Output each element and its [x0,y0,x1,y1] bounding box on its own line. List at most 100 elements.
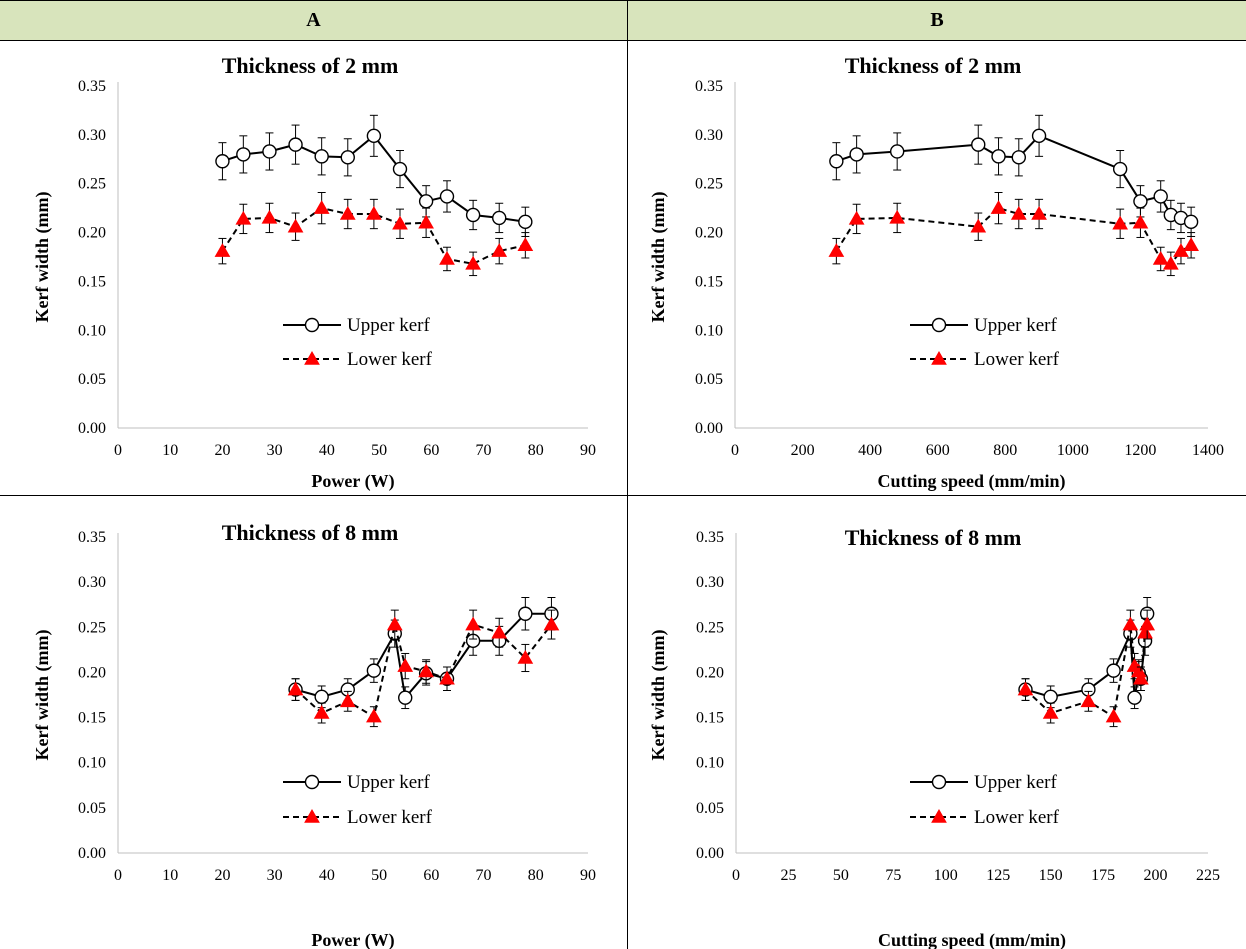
x-axis-title: Power (W) [311,471,394,492]
x-tick-label: 1200 [1124,442,1156,459]
data-point-upper-kerf [1106,663,1121,678]
x-tick-label: 80 [528,442,544,459]
legend-label: Upper kerf [974,315,1057,336]
data-point-lower-kerf [543,616,560,631]
chart-power-8mm: 0.00 0.05 0.10 0.15 0.20 0.25 0.30 0.35 0 10 20 30 4… [32,520,596,949]
data-point-lower-kerf [313,200,330,214]
data-point-lower-kerf [1162,255,1179,270]
data-point-lower-kerf [386,616,403,631]
y-axis-title: Kerf width (mm) [32,630,53,761]
y-tick-label: 0.30 [695,127,723,144]
x-tick-label: 150 [1039,867,1063,884]
x-tick-label: 225 [1196,867,1220,884]
y-tick-label: 0.30 [78,127,106,144]
data-point-lower-kerf [261,209,278,224]
y-tick-label: 0.35 [78,529,106,546]
chart-title: Thickness of 2 mm [222,53,399,78]
data-point-upper-kerf [1183,214,1199,230]
data-point-upper-kerf [418,194,434,209]
data-point-upper-kerf [288,137,303,152]
legend-label: Lower kerf [347,349,433,370]
data-point-lower-kerf [491,243,508,257]
x-tick-label: 100 [934,867,958,884]
y-tick-label: 0.25 [78,619,106,636]
x-tick-label: 75 [885,867,901,884]
legend-marker-circle [931,774,947,790]
y-tick-label: 0.15 [695,273,723,290]
legend-label: Upper kerf [347,315,430,336]
data-point-upper-kerf [366,663,382,678]
table-border-top [0,0,1246,1]
data-point-upper-kerf [1043,689,1058,705]
column-header-a: A [0,0,628,40]
data-point-upper-kerf [849,147,864,162]
y-tick-label: 0.15 [78,273,106,290]
data-point-lower-kerf [1152,250,1169,265]
legend-marker-circle [931,317,947,333]
y-tick-label: 0.10 [78,755,106,772]
data-point-lower-kerf [517,649,534,664]
x-tick-label: 175 [1091,867,1115,884]
data-point-upper-kerf [314,689,329,705]
y-tick-label: 0.15 [78,710,106,727]
data-point-upper-kerf [971,137,986,152]
data-point-lower-kerf [828,243,845,257]
y-tick-label: 0.05 [696,800,724,817]
header-divider [0,40,1246,41]
y-axis-title: Kerf width (mm) [32,192,53,323]
data-point-upper-kerf [1127,690,1142,705]
x-tick-label: 50 [371,867,387,884]
data-point-upper-kerf [236,147,251,162]
data-point-lower-kerf [1017,681,1034,696]
x-tick-label: 800 [993,442,1017,459]
y-tick-label: 0.30 [78,574,106,591]
data-point-lower-kerf [970,218,987,233]
data-point-upper-kerf [991,149,1006,164]
chart-speed-8mm: 0.00 0.05 0.10 0.15 0.20 0.25 0.30 0.35 0 25 50 75 1… [648,525,1220,949]
data-point-lower-kerf [418,214,434,229]
data-point-lower-kerf [889,209,906,224]
y-tick-label: 0.15 [696,710,724,727]
y-tick-label: 0.25 [695,176,723,193]
x-tick-label: 70 [476,867,492,884]
x-tick-label: 600 [926,442,950,459]
x-tick-label: 400 [858,442,882,459]
x-tick-label: 80 [528,867,544,884]
data-point-upper-kerf [1011,150,1026,165]
x-axis-title: Power (W) [311,930,394,949]
x-tick-label: 60 [423,867,439,884]
data-point-upper-kerf [1133,194,1148,209]
data-point-lower-kerf [392,215,408,230]
chart-title: Thickness of 8 mm [845,525,1022,550]
x-tick-label: 25 [780,867,796,884]
series-line-upper [836,134,1192,223]
data-point-upper-kerf [518,214,533,230]
data-point-upper-kerf [262,144,277,159]
y-tick-label: 0.20 [78,664,106,681]
data-point-lower-kerf [366,205,382,220]
x-tick-label: 1000 [1057,442,1089,459]
x-tick-label: 50 [833,867,849,884]
y-tick-label: 0.05 [695,371,723,388]
chart-power-2mm: 0.00 0.05 0.10 0.15 0.20 0.25 0.30 0.35 0 10 20 30 4… [32,53,596,492]
legend-marker-triangle [931,808,947,823]
x-tick-label: 50 [371,442,387,459]
y-tick-label: 0.10 [696,755,724,772]
data-point-lower-kerf [990,200,1007,214]
series-line-lower [294,623,553,719]
x-tick-label: 0 [114,442,122,459]
data-point-lower-kerf [848,210,865,225]
data-point-lower-kerf [235,210,252,225]
legend-marker-triangle [304,808,320,823]
chart-title: Thickness of 8 mm [222,520,399,545]
x-tick-label: 1400 [1192,442,1224,459]
x-tick-label: 90 [580,867,596,884]
data-point-upper-kerf [889,144,905,159]
data-point-lower-kerf [465,616,481,631]
data-point-lower-kerf [1183,237,1199,252]
data-point-lower-kerf [1042,705,1059,719]
data-point-upper-kerf [215,154,230,169]
x-tick-label: 60 [423,442,439,459]
data-point-lower-kerf [1010,205,1027,220]
